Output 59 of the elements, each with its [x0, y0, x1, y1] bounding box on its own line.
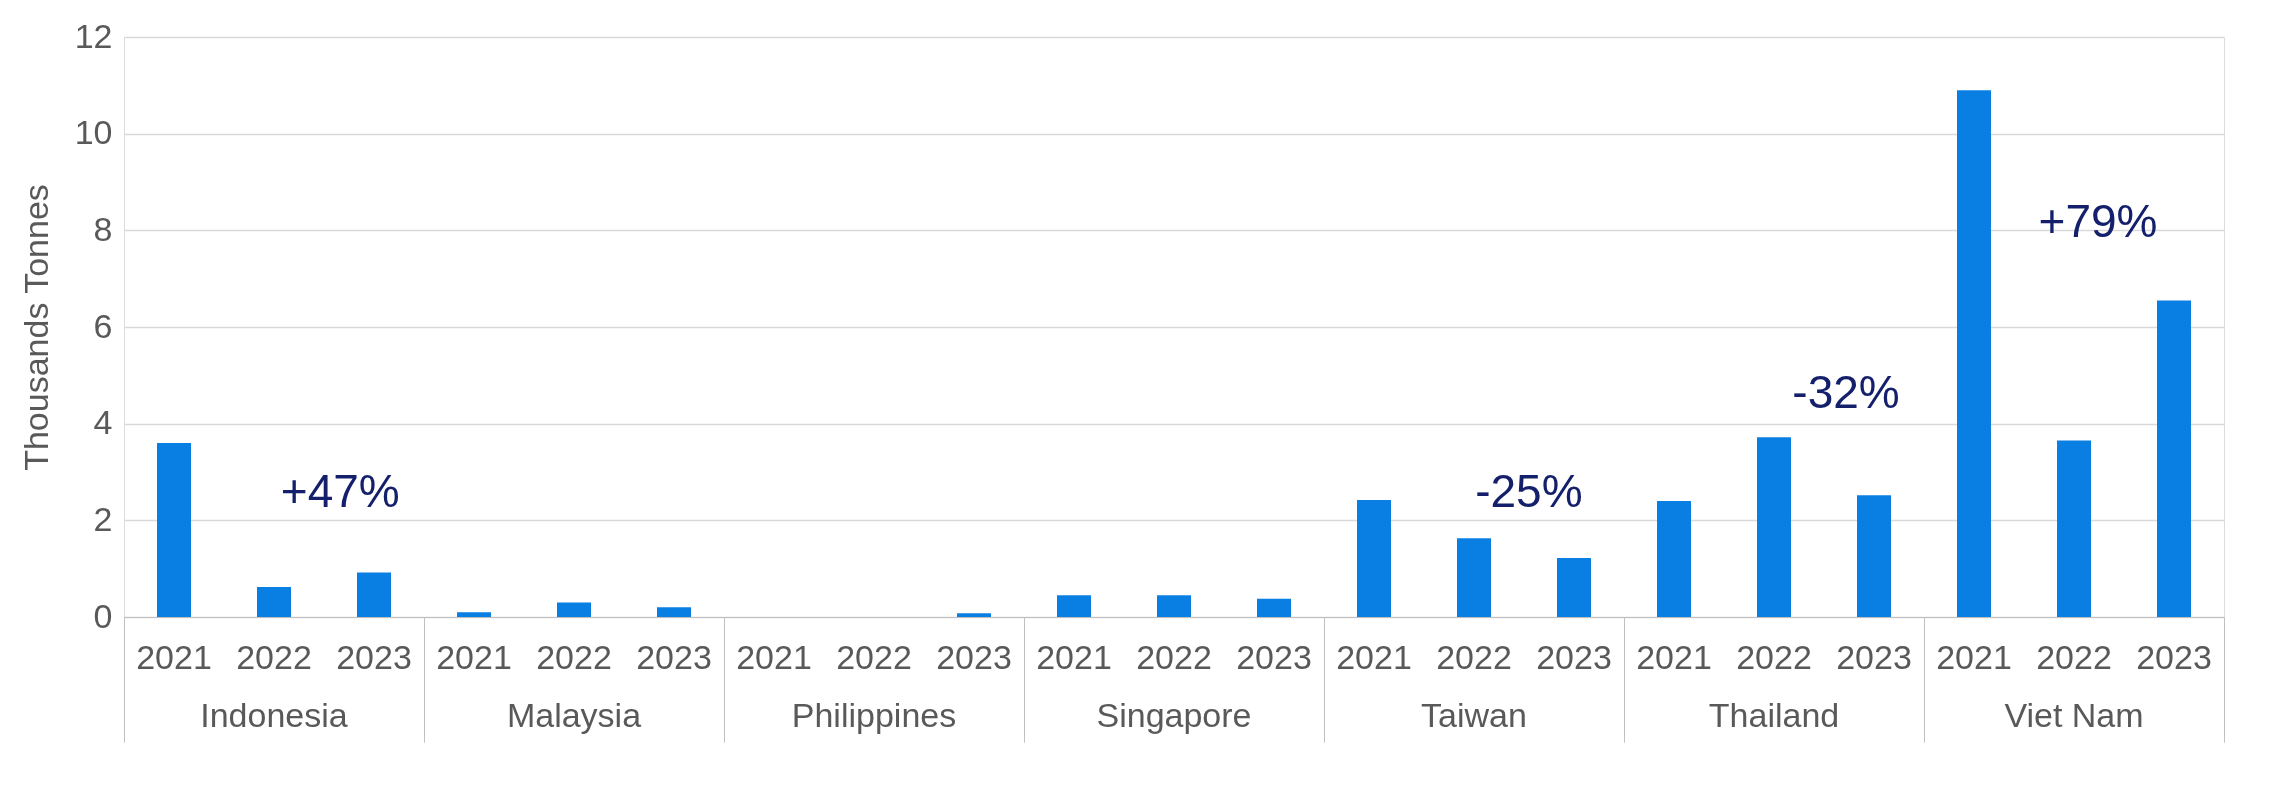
y-tick-label: 0 — [93, 596, 113, 635]
text: 2022 — [2036, 638, 2112, 676]
text: 2022 — [1736, 638, 1812, 676]
bar — [1157, 595, 1191, 617]
y-tick-label: 10 — [74, 113, 113, 152]
text: 2022 — [236, 638, 312, 676]
x-tick-label: Thailand — [1708, 696, 1840, 734]
y-tick-label: 6 — [93, 306, 113, 345]
bar — [2157, 300, 2191, 617]
y-tick-label: 12 — [74, 16, 113, 55]
annotation: +79% — [2038, 194, 2158, 247]
text: 2021 — [436, 638, 512, 676]
bar — [157, 443, 191, 617]
text: 2023 — [636, 638, 712, 676]
bar — [657, 607, 691, 617]
bar — [1657, 501, 1691, 617]
bar — [2057, 440, 2091, 617]
bar — [1257, 598, 1291, 617]
x-tick-label: Singapore — [1096, 696, 1252, 734]
bar — [1957, 90, 1991, 617]
bar — [1857, 495, 1891, 617]
text: 2023 — [2136, 638, 2212, 676]
annotation: +47% — [280, 465, 400, 518]
y-axis-title: Thousands Tonnes — [16, 184, 55, 471]
y-tick-label: 4 — [93, 403, 113, 442]
text: 2022 — [1436, 638, 1512, 676]
x-tick-label: Philippines — [791, 696, 957, 734]
bar — [1457, 538, 1491, 617]
x-tick-label: Taiwan — [1421, 696, 1527, 734]
bar — [957, 613, 991, 617]
text: 2021 — [736, 638, 812, 676]
annotation: -25% — [1475, 465, 1583, 518]
x-tick-label: Malaysia — [506, 696, 642, 734]
x-tick-label: Viet Nam — [2004, 696, 2144, 734]
annotation: -32% — [1792, 365, 1900, 418]
text: 2023 — [336, 638, 412, 676]
bar — [557, 602, 591, 617]
text: 2021 — [136, 638, 212, 676]
bar — [1557, 558, 1591, 617]
bar — [357, 572, 391, 617]
bar — [1057, 595, 1091, 617]
text: 2021 — [1636, 638, 1712, 676]
y-tick-label: 2 — [93, 499, 113, 538]
bar — [1757, 437, 1791, 617]
bar — [1357, 500, 1391, 617]
x-tick-label: Indonesia — [200, 696, 348, 734]
text: 2021 — [1936, 638, 2012, 676]
series-label: 2021 — [1036, 638, 1112, 676]
text: 2023 — [1836, 638, 1912, 676]
text: 2022 — [836, 638, 912, 676]
text: 2023 — [936, 638, 1012, 676]
bar — [457, 612, 491, 617]
text: 2023 — [1536, 638, 1612, 676]
text: 2021 — [1336, 638, 1412, 676]
y-tick-label: 8 — [93, 209, 113, 248]
series-label: 2022 — [1136, 638, 1212, 676]
bar — [257, 587, 291, 617]
series-label: 2023 — [1236, 638, 1312, 676]
text: 2022 — [536, 638, 612, 676]
